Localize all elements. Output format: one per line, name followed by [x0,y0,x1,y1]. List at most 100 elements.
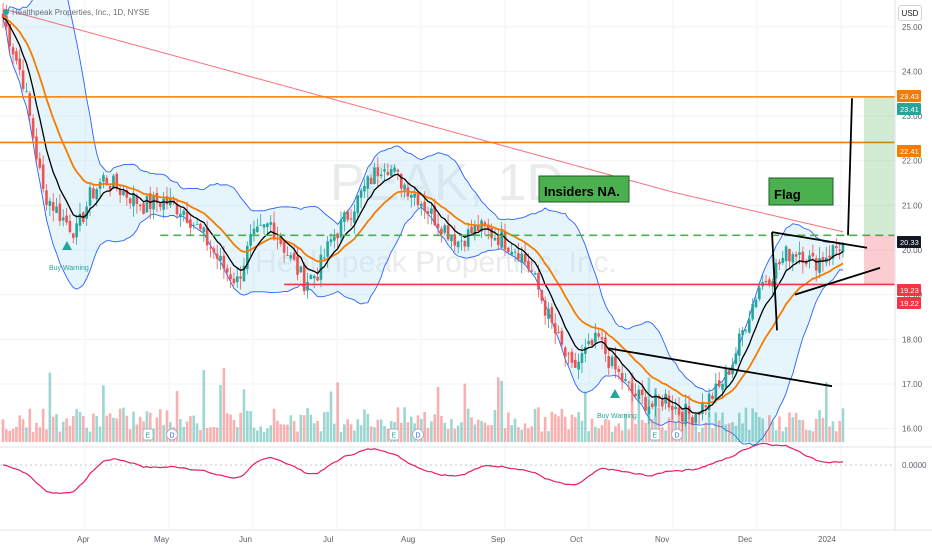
volume-bar [105,415,109,442]
volume-bar [242,389,246,442]
volume-bar [403,407,406,442]
event-marker [142,428,154,441]
volume-bar [493,410,497,442]
candle-body [614,356,617,370]
volume-bar [55,414,58,442]
volume-bar [302,415,306,442]
candle-body [413,193,416,198]
volume-bar [229,414,232,442]
buy-warning-icon [610,389,620,398]
price-badge [897,297,921,309]
volume-bar [212,426,216,442]
volume-bar [436,386,440,442]
volume-bar [286,424,289,442]
candle-body [778,261,781,265]
volume-bar [219,385,222,442]
candle-body [403,184,406,190]
candle-body [416,194,420,206]
buy-warning-icon [62,241,72,250]
candle-body [430,208,433,214]
volume-bar [744,407,748,442]
volume-bar [232,419,236,442]
candle-body [624,378,627,381]
y-tick-label: 17.00 [902,380,923,389]
candle-body [369,177,373,185]
candle-body [48,200,52,206]
candle-body [132,193,135,207]
candle-body [764,280,768,283]
volume-bar [804,429,808,442]
y-tick-label: 21.00 [902,201,923,210]
candle-body [711,395,714,400]
volume-bar [637,390,641,442]
candle-body [68,220,72,232]
price-badge [897,103,921,115]
earnings-icon: E [142,428,154,441]
volume-bar [145,411,149,442]
x-tick-label: Dec [738,535,752,544]
volume-bar [714,412,718,442]
volume-bar [553,413,557,442]
volume-bar [711,428,714,442]
volume-bar [563,416,567,442]
volume-bar [754,412,758,442]
candle-body [396,169,400,172]
volume-bar [399,422,403,442]
candle-body [463,241,467,247]
volume-bar [517,427,520,442]
volume-bar [774,430,778,442]
volume-bar [376,419,380,442]
candle-body [326,241,329,257]
volume-bar [202,370,206,442]
volume-bar [8,430,11,442]
event-marker-label: E [146,433,151,440]
candle-body [557,332,560,333]
volume-bar [607,420,611,442]
candle-body [112,175,115,188]
volume-bar [35,422,38,442]
volume-bar [440,415,443,442]
candle-body [677,407,681,415]
candle-body [85,206,88,219]
candle-body [289,255,293,259]
volume-bar [276,420,279,442]
volume-bar [580,420,584,442]
volume-bar [758,416,761,442]
candle-body [316,277,319,281]
candle-body [195,224,199,225]
candle-body [182,210,186,215]
volume-bar [423,411,426,442]
x-tick-label: Aug [401,535,415,544]
candle-body [383,169,386,172]
volume-bar [356,419,360,442]
volume-bar [406,422,410,442]
ma-200-line [2,8,844,233]
candle-body [741,330,744,336]
volume-bar [687,413,691,442]
candle-body [841,242,845,253]
volume-bar [259,426,262,442]
volume-bar [811,431,815,442]
candle-body [604,337,607,354]
watermark-company: Healthpeak Properties, Inc. [255,246,617,279]
y-tick-label: 24.00 [902,67,923,76]
volume-bar [707,412,711,442]
candle-body [597,333,600,337]
volume-bar [363,409,366,442]
candle-body [617,368,621,372]
insiders-annotation-box [538,175,630,203]
candle-body [122,191,125,195]
candle-body [547,308,550,319]
bollinger-upper [2,0,844,392]
candle-body [329,239,333,243]
candle-body [808,255,811,262]
flag-lower-line [794,267,881,296]
currency-button[interactable]: USD [898,5,922,21]
volume-bar [112,417,115,442]
candle-body [768,279,771,286]
volume-bar [453,428,457,442]
indicator-tick-label: 0.0000 [902,461,927,470]
price-badge-label: 20.33 [900,238,919,247]
candle-body [721,383,724,390]
